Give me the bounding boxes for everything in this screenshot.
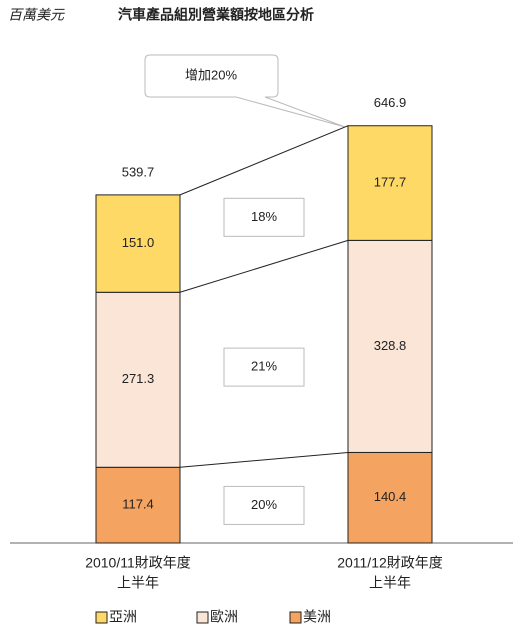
growth-box <box>223 347 305 387</box>
value-label: 328.8 <box>374 338 407 353</box>
growth-box <box>223 197 305 237</box>
chart-title: 汽車產品組別營業額按地區分析 <box>118 7 314 23</box>
bar-segment <box>95 194 181 293</box>
legend-label: 亞洲 <box>109 609 137 625</box>
growth-label: 20% <box>251 497 277 512</box>
growth-label: 18% <box>251 209 277 224</box>
x-tick-label: 2010/11財政年度 <box>85 555 191 571</box>
callout-text: 增加20% <box>185 67 237 82</box>
bar-segment <box>347 125 433 241</box>
bar-segment <box>347 451 433 544</box>
total-label: 646.9 <box>374 95 407 110</box>
total-label: 539.7 <box>122 164 155 179</box>
legend-swatch <box>196 611 209 624</box>
x-tick-label: 上半年 <box>369 575 411 591</box>
legend-label: 美洲 <box>303 609 331 625</box>
bar-segment <box>347 239 433 453</box>
connector <box>179 239 349 293</box>
bar-segment <box>95 291 181 468</box>
value-label: 151.0 <box>122 235 155 250</box>
value-label: 117.4 <box>122 497 154 512</box>
callout-box <box>144 54 346 128</box>
x-tick-label: 上半年 <box>117 575 159 591</box>
growth-label: 21% <box>251 359 277 374</box>
bar-segment <box>95 466 181 544</box>
unit-label: 百萬美元 <box>8 7 65 23</box>
connector <box>179 451 349 468</box>
legend-swatch <box>289 611 302 624</box>
legend-swatch <box>95 611 108 624</box>
legend-label: 歐洲 <box>210 609 238 625</box>
value-label: 140.4 <box>374 489 407 504</box>
connector <box>179 125 349 196</box>
value-label: 177.7 <box>374 174 407 189</box>
x-tick-label: 2011/12財政年度 <box>337 555 443 571</box>
growth-box <box>223 485 305 525</box>
value-label: 271.3 <box>122 371 155 386</box>
